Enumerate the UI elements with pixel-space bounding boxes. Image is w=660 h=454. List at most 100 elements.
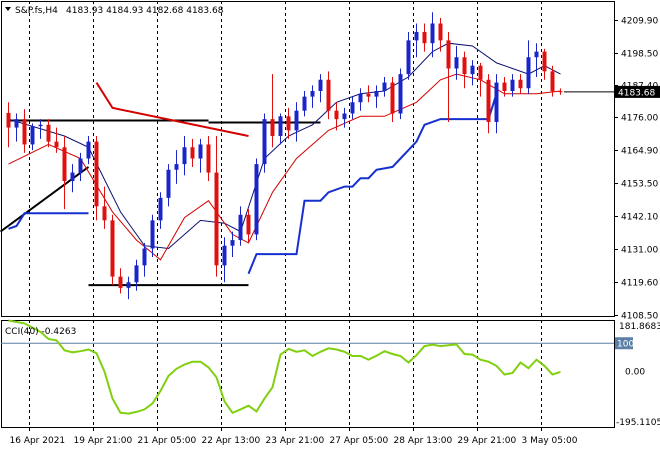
candle [510, 74, 515, 97]
price-tick-label: 4142.10 [621, 213, 658, 223]
candle [126, 276, 131, 300]
candle-body [70, 172, 75, 181]
candle [134, 259, 139, 291]
symbol-label: S&P.fs,H4 [15, 6, 58, 16]
candle [198, 138, 203, 173]
candle-body [238, 214, 243, 241]
time-tick-label: 28 Apr 13:00 [394, 436, 453, 446]
candle [14, 113, 19, 142]
main-chart-frame [1, 1, 615, 317]
candle [390, 76, 395, 122]
candle [222, 237, 227, 283]
candle [294, 102, 299, 142]
candle [318, 74, 323, 103]
candle-body [318, 79, 323, 91]
candle-body [190, 147, 195, 159]
trend-line [95, 82, 249, 137]
candle-body [422, 31, 427, 44]
candle-body [342, 113, 347, 120]
candle [550, 65, 555, 97]
candle-body [102, 206, 107, 221]
candle-body [46, 124, 51, 142]
candle-body [246, 214, 251, 235]
candle [110, 214, 115, 286]
candle-body [334, 110, 339, 120]
candle [502, 76, 507, 97]
candle [262, 113, 267, 173]
price-tick-label: 4153.50 [621, 180, 658, 190]
candle [526, 40, 531, 94]
candle-body [398, 74, 403, 114]
current-price-label: 4183.68 [618, 88, 655, 98]
candle-body [118, 276, 123, 288]
candle [286, 107, 291, 139]
candle [158, 192, 163, 229]
candle-body [502, 82, 507, 91]
cci-zero-label: 0.00 [625, 368, 645, 378]
candle-body [470, 65, 475, 75]
candle [342, 107, 347, 128]
candle-body [510, 79, 515, 91]
candle-body [214, 172, 219, 266]
candle [166, 164, 171, 207]
candle-body [294, 110, 299, 131]
candle [454, 46, 459, 80]
candle [78, 152, 83, 181]
candle-body [438, 23, 443, 41]
candle-body [182, 147, 187, 165]
candle [254, 158, 259, 241]
candle-body [326, 79, 331, 111]
candle-body [142, 248, 147, 266]
time-tick-label: 23 Apr 21:00 [266, 436, 325, 446]
candle-body [478, 65, 483, 80]
candle-body [6, 112, 11, 128]
price-tick-label: 4176.00 [621, 114, 658, 124]
candle-body [150, 220, 155, 249]
candle [486, 74, 491, 134]
trend-line [0, 166, 90, 233]
candle-body [358, 93, 363, 103]
candle-body [518, 79, 523, 89]
candle-body [94, 141, 99, 207]
time-tick-label: 3 May 05:00 [522, 436, 578, 446]
candle [62, 136, 67, 210]
candle [246, 209, 251, 243]
candle-body [262, 119, 267, 165]
candle-body [174, 164, 179, 170]
candle-body [54, 141, 59, 148]
candle-body [278, 116, 283, 136]
candle-body [158, 197, 163, 221]
time-tick-label: 21 Apr 05:00 [138, 436, 197, 446]
candle-body [22, 119, 27, 145]
price-tick-label: 4198.50 [621, 50, 658, 60]
candle-body [38, 124, 43, 127]
candle-body [382, 82, 387, 91]
cci-level-label: 100 [617, 340, 634, 350]
candle [334, 102, 339, 131]
trend-line [247, 93, 498, 275]
candle-body [550, 71, 555, 92]
ohlc-label: 4183.93 4184.93 4182.68 4183.68 [66, 6, 224, 16]
price-tick-label: 4164.90 [621, 147, 658, 157]
candle [190, 138, 195, 167]
candle-body [126, 282, 131, 288]
moving-average-line [8, 73, 561, 261]
candle [142, 242, 147, 277]
candle-body [414, 31, 419, 41]
current-price-box [615, 85, 660, 98]
candle [6, 102, 11, 148]
candle-body [390, 82, 395, 114]
trend-line [8, 212, 89, 230]
candle [478, 62, 483, 97]
candle [150, 214, 155, 257]
candle-body [430, 23, 435, 44]
cci-bottom-label: -195.1105 [616, 418, 660, 428]
price-tick-label: 4209.90 [621, 17, 658, 27]
time-tick-label: 16 Apr 2021 [10, 436, 66, 446]
candle [230, 231, 235, 257]
candle-body [62, 147, 67, 181]
candle-body [134, 265, 139, 283]
candle [542, 48, 547, 80]
